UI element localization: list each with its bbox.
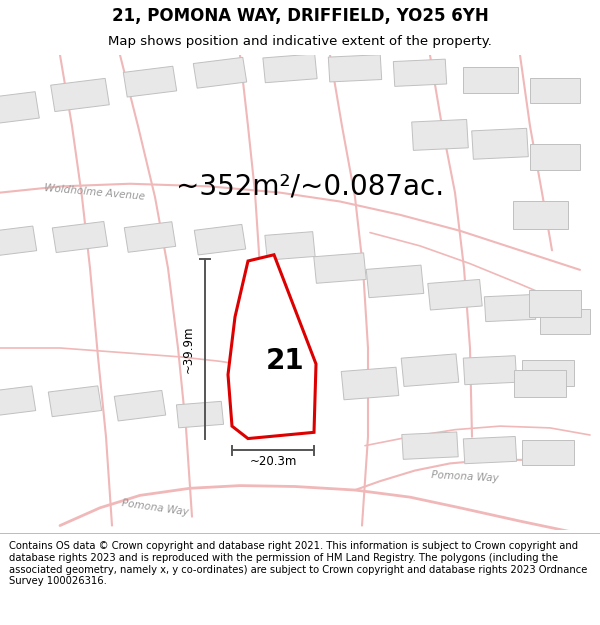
Polygon shape xyxy=(463,66,517,93)
Polygon shape xyxy=(52,221,107,253)
Polygon shape xyxy=(114,391,166,421)
Polygon shape xyxy=(228,255,316,439)
Polygon shape xyxy=(463,356,517,385)
Polygon shape xyxy=(328,55,382,82)
Polygon shape xyxy=(48,386,102,417)
Text: 21, POMONA WAY, DRIFFIELD, YO25 6YH: 21, POMONA WAY, DRIFFIELD, YO25 6YH xyxy=(112,8,488,26)
Text: Woldholme Avenue: Woldholme Avenue xyxy=(44,183,146,202)
Text: Map shows position and indicative extent of the property.: Map shows position and indicative extent… xyxy=(108,35,492,48)
Polygon shape xyxy=(512,201,568,229)
Text: ~20.3m: ~20.3m xyxy=(250,455,296,468)
Polygon shape xyxy=(124,222,176,253)
Polygon shape xyxy=(0,226,37,257)
Polygon shape xyxy=(314,253,366,283)
Text: ~39.9m: ~39.9m xyxy=(182,325,194,372)
Text: Pomona Way: Pomona Way xyxy=(431,470,499,484)
Polygon shape xyxy=(366,265,424,298)
Text: Pomona Way: Pomona Way xyxy=(121,498,189,518)
Text: Contains OS data © Crown copyright and database right 2021. This information is : Contains OS data © Crown copyright and d… xyxy=(9,541,587,586)
Polygon shape xyxy=(176,401,224,428)
Polygon shape xyxy=(263,54,317,82)
Polygon shape xyxy=(401,354,459,386)
Polygon shape xyxy=(412,119,468,151)
Polygon shape xyxy=(123,66,177,97)
Polygon shape xyxy=(341,368,399,400)
Polygon shape xyxy=(428,279,482,310)
Polygon shape xyxy=(530,144,580,171)
Polygon shape xyxy=(530,78,580,103)
Polygon shape xyxy=(540,309,590,334)
Polygon shape xyxy=(0,386,36,416)
Polygon shape xyxy=(193,58,247,88)
Polygon shape xyxy=(265,232,315,260)
Polygon shape xyxy=(402,432,458,459)
Polygon shape xyxy=(394,59,446,86)
Text: 21: 21 xyxy=(266,348,304,375)
Polygon shape xyxy=(522,441,574,465)
Polygon shape xyxy=(50,78,109,111)
Polygon shape xyxy=(529,290,581,317)
Polygon shape xyxy=(514,370,566,397)
Polygon shape xyxy=(0,92,40,125)
Polygon shape xyxy=(463,436,517,464)
Polygon shape xyxy=(194,224,246,255)
Polygon shape xyxy=(522,359,574,386)
Polygon shape xyxy=(484,294,536,322)
Polygon shape xyxy=(472,128,528,159)
Text: ~352m²/~0.087ac.: ~352m²/~0.087ac. xyxy=(176,173,444,201)
